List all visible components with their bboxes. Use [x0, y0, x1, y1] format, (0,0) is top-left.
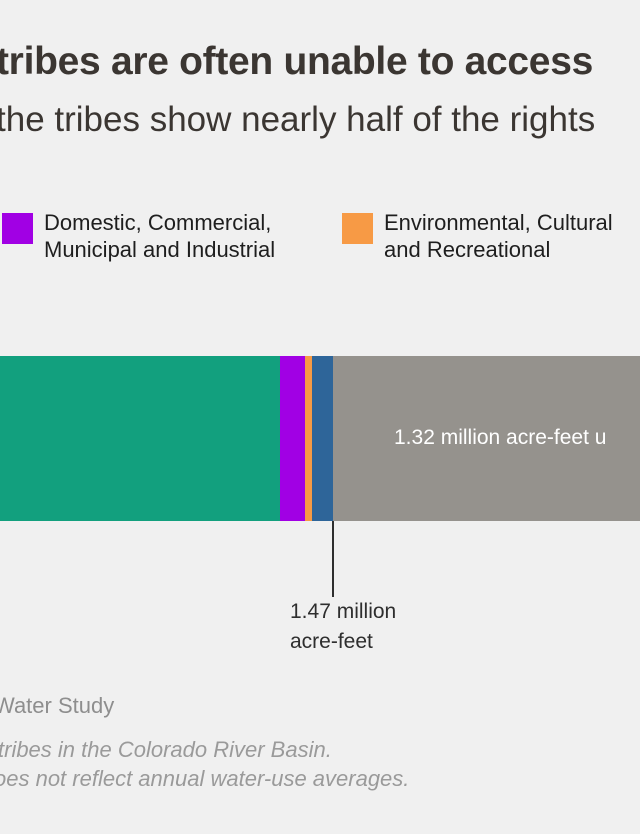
legend-swatch-domestic	[2, 213, 33, 244]
bar-segment-domestic	[280, 356, 305, 521]
legend-label-environmental: Environmental, Cultural and Recreational	[384, 209, 613, 263]
source-text: Water Study	[0, 693, 115, 718]
legend-label-environmental-line1: Environmental, Cultural	[384, 210, 613, 235]
note-line-1: tribes in the Colorado River Basin.	[0, 737, 332, 762]
bar-segment-unused	[333, 356, 640, 521]
bar-segment-label: 1.32 million acre-feet u	[394, 426, 607, 449]
bar-segment-environmental	[305, 356, 312, 521]
legend-label-domestic: Domestic, Commercial, Municipal and Indu…	[44, 209, 275, 263]
callout-line1: 1.47 million	[290, 600, 397, 623]
legend-label-environmental-line2: and Recreational	[384, 237, 551, 262]
legend-swatch-environmental	[342, 213, 373, 244]
bar-segment-teal	[0, 356, 280, 521]
callout-leader-line	[332, 521, 334, 597]
legend-label-domestic-line1: Domestic, Commercial,	[44, 210, 272, 235]
note-line-2: oes not reflect annual water-use average…	[0, 766, 410, 791]
legend-label-domestic-line2: Municipal and Industrial	[44, 237, 276, 262]
bar-segment-blue	[312, 356, 333, 521]
stacked-bar	[0, 356, 640, 521]
chart-title: tribes are often unable to access	[0, 40, 593, 83]
callout-line2: acre-feet	[290, 630, 373, 653]
chart-subtitle: the tribes show nearly half of the right…	[0, 100, 596, 139]
callout-label: 1.47 million acre-feet	[290, 597, 396, 657]
